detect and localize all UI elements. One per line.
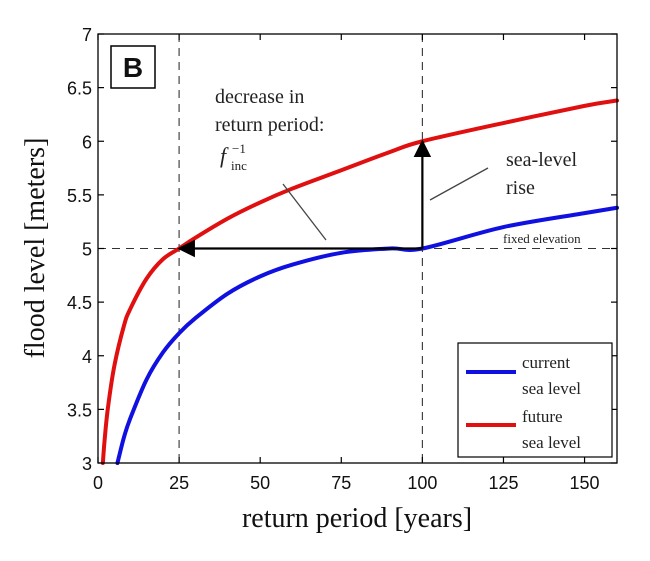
- y-tick-label: 6.5: [67, 79, 92, 99]
- y-tick-label: 6: [82, 132, 92, 152]
- legend-label-future-line2: sea level: [522, 433, 581, 452]
- x-tick-label: 25: [169, 473, 189, 493]
- future-sea-level-line: [100, 98, 619, 465]
- x-tick-label: 150: [570, 473, 600, 493]
- legend-label-current-line1: current: [522, 353, 570, 372]
- x-tick-label: 50: [250, 473, 270, 493]
- sea-level-rise-line2: rise: [506, 177, 535, 199]
- legend-box: [457, 342, 613, 458]
- sea-level-rise-line1: sea-level: [506, 149, 578, 171]
- panel-letter: B: [123, 52, 143, 83]
- y-tick-label: 4.5: [67, 293, 92, 313]
- sea-level-rise-pointer-line: [429, 167, 489, 201]
- y-axis-title: flood level [meters]: [20, 138, 51, 359]
- current-sea-level-line: [115, 205, 619, 465]
- fixed-elevation-label: fixed elevation: [503, 231, 581, 246]
- finc-superscript: −1: [232, 141, 246, 156]
- y-tick-label: 7: [82, 25, 92, 45]
- data-series: [100, 98, 619, 465]
- x-axis-ticks: 0 25 50 75 100 125 150: [93, 34, 600, 493]
- decrease-label-line2: return period:: [215, 114, 324, 136]
- y-tick-label: 3.5: [67, 400, 92, 420]
- finc-subscript: inc: [231, 158, 247, 173]
- decrease-label-line1: decrease in: [215, 86, 304, 108]
- panel-letter-box: [110, 45, 156, 89]
- y-tick-label: 3: [82, 454, 92, 474]
- y-tick-label: 5.5: [67, 186, 92, 206]
- legend-label-future-line1: future: [522, 407, 563, 426]
- finc-f: f: [220, 143, 229, 168]
- y-tick-label: 5: [82, 240, 92, 260]
- x-tick-label: 0: [93, 473, 103, 493]
- x-axis-title: return period [years]: [242, 503, 472, 534]
- decrease-pointer-line: [282, 183, 327, 241]
- y-tick-label: 4: [82, 347, 92, 367]
- x-tick-label: 100: [407, 473, 437, 493]
- legend-label-current-line2: sea level: [522, 379, 581, 398]
- x-tick-label: 75: [331, 473, 351, 493]
- legend: current sea level future sea level: [457, 342, 613, 458]
- y-axis-ticks: 3 3.5 4 4.5 5 5.5 6 6.5 7: [67, 25, 617, 474]
- finc-math-label: f −1 inc: [220, 141, 247, 173]
- x-tick-label: 125: [488, 473, 518, 493]
- arrows: [177, 139, 432, 258]
